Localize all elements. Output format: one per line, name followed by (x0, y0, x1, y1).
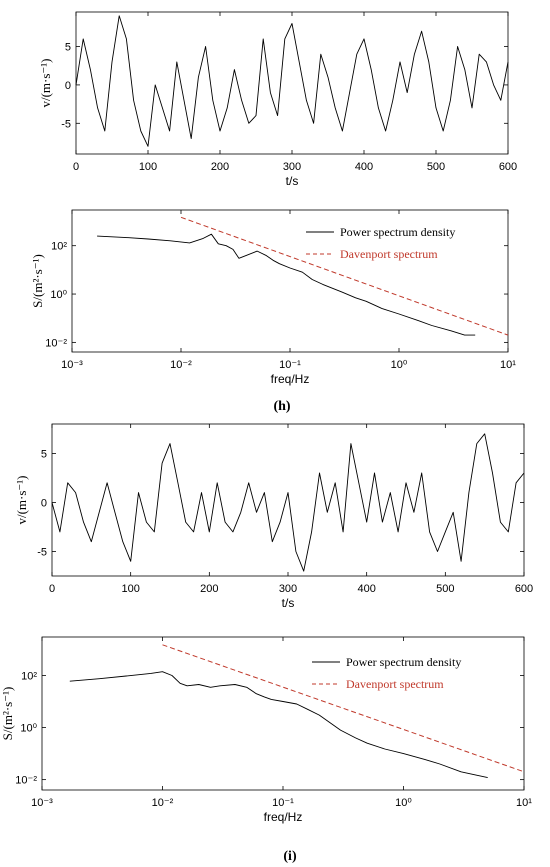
x-tick-label: 500 (436, 583, 454, 595)
davenport-line (162, 644, 525, 773)
x-tick-label: 300 (283, 161, 301, 173)
legend-entry: Power spectrum density (346, 655, 461, 669)
x-tick-label: 200 (200, 583, 218, 595)
x-axis-label: t/s (282, 596, 295, 610)
x-tick-label: 300 (279, 583, 297, 595)
x-tick-label: 600 (499, 161, 517, 173)
chart-h-spectrum: 10⁻³ 10⁻² 10⁻¹ 10⁰ 10¹ 10⁻² 10⁰ 10² freq/Hz S/(m²… (30, 209, 516, 386)
plot-frame (51, 423, 525, 577)
y-tick-label: 10⁻² (45, 337, 67, 349)
y-tick-label: -5 (61, 118, 71, 130)
davenport-line (180, 216, 509, 336)
x-tick-label: 400 (355, 161, 373, 173)
y-tick-label: 0 (65, 80, 71, 92)
series-line (97, 233, 476, 336)
y-tick-label: 10⁰ (50, 289, 67, 301)
x-tick-label: 0 (49, 583, 55, 595)
x-tick-label: 10⁰ (395, 797, 412, 809)
x-tick-label: 100 (139, 161, 157, 173)
x-axis-label: t/s (286, 174, 299, 188)
series-line (51, 433, 525, 572)
x-axis-label: freq/Hz (264, 810, 303, 824)
y-tick-label: 10² (51, 241, 67, 253)
x-tick-label: 10⁻² (170, 359, 192, 371)
y-tick-label: 10² (21, 670, 37, 682)
x-tick-label: 10⁻¹ (272, 797, 294, 809)
x-tick-label: 400 (357, 583, 375, 595)
x-tick-label: 10⁻¹ (279, 359, 301, 371)
x-tick-label: 0 (73, 161, 79, 173)
y-tick-label: 5 (41, 448, 47, 460)
x-tick-label: 500 (427, 161, 445, 173)
y-tick-label: 10⁰ (20, 723, 37, 735)
x-tick-label: 10⁰ (391, 359, 408, 371)
x-tick-label: 100 (121, 583, 139, 595)
x-tick-label: 200 (211, 161, 229, 173)
x-axis-label: freq/Hz (271, 372, 310, 386)
x-tick-label: 600 (515, 583, 533, 595)
x-tick-label: 10⁻³ (31, 797, 53, 809)
y-axis-label: v/(m·s⁻¹) (38, 58, 53, 107)
x-tick-label: 10⁻³ (61, 359, 83, 371)
x-tick-label: 10¹ (516, 797, 532, 809)
y-axis-label: S/(m²·s⁻¹) (0, 687, 15, 741)
y-tick-label: 10⁻² (15, 775, 37, 787)
legend-entry: Davenport spectrum (346, 677, 444, 691)
chart-i-spectrum: 10⁻³ 10⁻² 10⁻¹ 10⁰ 10¹ 10⁻² 10⁰ 10² freq/Hz S/(m²… (0, 636, 532, 824)
y-axis-label: v/(m·s⁻¹) (14, 475, 29, 524)
y-axis-label: S/(m²·s⁻¹) (30, 254, 45, 308)
chart-i-time-series: 0 100 200 300 400 500 600 -5 0 5 t/s v/(m·s⁻¹) (14, 423, 533, 610)
panel-label-i: (i) (283, 849, 297, 864)
y-tick-label: -5 (37, 546, 47, 558)
series-line (75, 15, 509, 147)
series-line (69, 671, 488, 779)
y-tick-label: 0 (41, 497, 47, 509)
plot-frame (75, 11, 509, 155)
chart-h-time-series: 0 100 200 300 400 500 600 -5 0 5 t/s v/(m·s⁻¹) (38, 11, 517, 188)
y-tick-label: 5 (65, 42, 71, 54)
legend-entry: Power spectrum density (340, 225, 455, 239)
x-tick-label: 10⁻² (152, 797, 174, 809)
legend-entry: Davenport spectrum (340, 247, 438, 261)
panel-label-h: (h) (273, 399, 290, 414)
x-tick-label: 10¹ (500, 359, 516, 371)
